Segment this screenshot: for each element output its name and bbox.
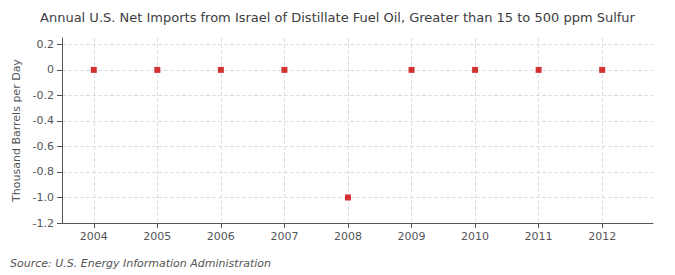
svg-text:Annual U.S. Net Imports from I: Annual U.S. Net Imports from Israel of D… <box>40 10 636 25</box>
svg-text:2008: 2008 <box>334 230 362 243</box>
svg-text:0.2: 0.2 <box>37 38 55 51</box>
svg-text:-0.4: -0.4 <box>33 114 54 127</box>
svg-text:2007: 2007 <box>270 230 298 243</box>
svg-text:-0.6: -0.6 <box>33 140 54 153</box>
svg-text:2010: 2010 <box>461 230 489 243</box>
svg-text:Source: U.S. Energy Informatio: Source: U.S. Energy Information Administ… <box>10 257 271 270</box>
svg-text:-1.0: -1.0 <box>33 191 54 204</box>
svg-text:2005: 2005 <box>143 230 171 243</box>
svg-text:2006: 2006 <box>207 230 235 243</box>
svg-text:Thousand Barrels per Day: Thousand Barrels per Day <box>10 59 23 203</box>
svg-text:2011: 2011 <box>525 230 553 243</box>
svg-text:-0.8: -0.8 <box>33 165 54 178</box>
svg-text:2012: 2012 <box>588 230 616 243</box>
svg-text:0: 0 <box>47 63 54 76</box>
svg-text:-1.2: -1.2 <box>33 217 54 230</box>
svg-text:2004: 2004 <box>80 230 108 243</box>
svg-text:-0.2: -0.2 <box>33 89 54 102</box>
svg-text:2009: 2009 <box>398 230 426 243</box>
